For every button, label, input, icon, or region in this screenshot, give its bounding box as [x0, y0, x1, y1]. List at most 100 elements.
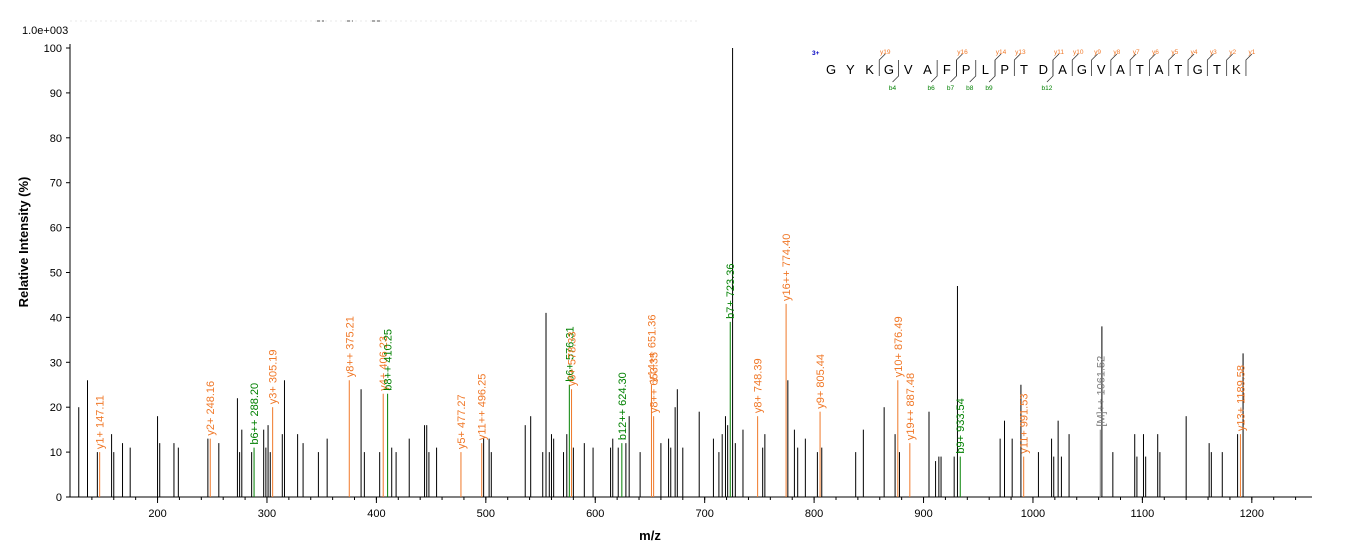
sequence-residue: P	[1000, 62, 1009, 77]
y-ion-bracket	[1110, 53, 1118, 76]
y-tick-label: 20	[50, 402, 62, 414]
x-tick-label: 600	[586, 508, 604, 520]
intensity-scale-label: 1.0e+003	[22, 25, 68, 37]
y-ion-bracket	[1226, 53, 1233, 76]
y-ion-label: y4	[1191, 49, 1198, 56]
peak-label: y1+ 147.11	[95, 395, 107, 449]
b-ion-bracket	[988, 60, 996, 83]
x-tick-label: 300	[258, 508, 276, 520]
y-ion-label: y7	[1133, 49, 1140, 56]
y-ion-label: y13	[1015, 49, 1026, 56]
b-ion-bracket	[892, 60, 899, 83]
sequence-residue: K	[865, 62, 874, 77]
sequence-residue: P	[962, 62, 971, 77]
sequence-residue: V	[1097, 62, 1106, 77]
peak-label: b6++ 288.20	[249, 383, 261, 445]
peak-label: y16++ 774.40	[781, 234, 793, 301]
sequence-residue: T	[1174, 62, 1182, 77]
y-tick-label: 70	[50, 178, 62, 190]
peak-label: y8++ 653.35	[649, 352, 661, 413]
y-ion-label: y1	[1249, 49, 1256, 56]
y-tick-label: 80	[50, 133, 62, 145]
x-tick-label: 400	[367, 508, 385, 520]
sequence-residue: A	[923, 62, 932, 77]
b-ion-bracket	[930, 60, 938, 83]
y-ion-label: y6	[1152, 49, 1159, 56]
sequence-residue: K	[1232, 62, 1241, 77]
sequence-residue: D	[1039, 62, 1048, 77]
sequence-residue: T	[1020, 62, 1028, 77]
y-ion-label: y11	[1054, 49, 1064, 56]
peak-label: y2+ 248.16	[205, 381, 217, 436]
x-tick-label: 1200	[1240, 508, 1264, 520]
y-ion-bracket	[878, 53, 886, 76]
x-axis-title: m/z	[639, 528, 661, 543]
b-ion-bracket	[950, 60, 957, 83]
y-tick-label: 100	[44, 43, 62, 55]
charge-state-label: 3+	[812, 50, 820, 57]
sequence-residue: L	[982, 62, 989, 77]
x-tick-label: 800	[805, 508, 823, 520]
b-ion-label: b6	[928, 85, 936, 92]
b-ion-label: b9	[985, 85, 993, 92]
y-tick-label: 60	[50, 223, 62, 235]
b-ion-label: b4	[889, 85, 897, 92]
b-ion-bracket	[1046, 60, 1054, 83]
y-ion-bracket	[1149, 53, 1156, 76]
y-ion-bracket	[1071, 53, 1079, 76]
y-ion-label: y5	[1171, 49, 1178, 56]
peak-label: y4+ 406.23	[378, 336, 390, 391]
y-axis-title: Relative Intensity (%)	[16, 177, 31, 308]
peak-label: b12++ 624.30	[617, 372, 629, 440]
y-tick-label: 90	[50, 88, 62, 100]
sequence-residue: G	[884, 62, 894, 77]
sequence-residue: T	[1213, 62, 1221, 77]
x-tick-label: 1100	[1131, 508, 1155, 520]
x-tick-label: 900	[914, 508, 932, 520]
peak-label: [M]++ 1061.52	[1095, 356, 1107, 427]
sequence-residue: G	[826, 62, 836, 77]
y-ion-label: y14	[996, 49, 1007, 56]
x-tick-label: 700	[695, 508, 713, 520]
peaks-layer	[69, 48, 1244, 497]
peak-label: b6+ 576.31	[564, 326, 576, 381]
x-tick-label: 200	[148, 508, 166, 520]
x-tick-label: 1000	[1021, 508, 1045, 520]
peak-label: b9+ 933.54	[955, 398, 967, 453]
b-ion-label: b8	[966, 85, 974, 92]
y-tick-label: 50	[50, 268, 62, 280]
peak-label: y5+ 477.27	[456, 394, 468, 449]
y-ion-label: y3	[1210, 49, 1217, 56]
y-ion-bracket	[1168, 53, 1176, 76]
peak-label: y9+ 805.44	[815, 354, 827, 409]
sequence-residue: V	[904, 62, 913, 77]
sequence-residue: T	[1136, 62, 1144, 77]
peak-label: y10+ 876.49	[893, 316, 905, 377]
peak-label: y11+ 991.53	[1019, 394, 1031, 454]
b-ion-label: b12	[1042, 85, 1053, 92]
y-ion-label: y19	[880, 49, 891, 56]
sequence-residue: G	[1193, 62, 1203, 77]
y-ion-bracket	[1129, 53, 1137, 76]
b-ion-bracket	[969, 60, 977, 83]
peak-label: y3+ 305.19	[268, 349, 280, 404]
sequence-residue: Y	[846, 62, 855, 77]
y-ion-label: y8	[1113, 49, 1120, 56]
sequence-residue: G	[1077, 62, 1087, 77]
y-ion-label: y2	[1229, 49, 1236, 56]
y-tick-label: 40	[50, 312, 62, 324]
y-ion-bracket	[1245, 53, 1253, 76]
y-ion-bracket	[1187, 53, 1195, 76]
peak-label: y19++ 887.48	[905, 373, 917, 440]
sequence-residue: A	[1155, 62, 1164, 77]
sequence-residue: A	[1116, 62, 1125, 77]
y-ion-label: y10	[1073, 49, 1084, 56]
y-ion-label: y9	[1094, 49, 1101, 56]
axes: 0 10 20 30 40 50 60 70 80 90 100 200 300 400 500 600 700…	[44, 43, 1312, 520]
sequence-residue: F	[943, 62, 951, 77]
peak-label: y13+ 1189.58	[1235, 365, 1247, 431]
peak-label: y8++ 375.21	[344, 316, 356, 377]
peak-label: b7+ 723.36	[725, 264, 737, 319]
